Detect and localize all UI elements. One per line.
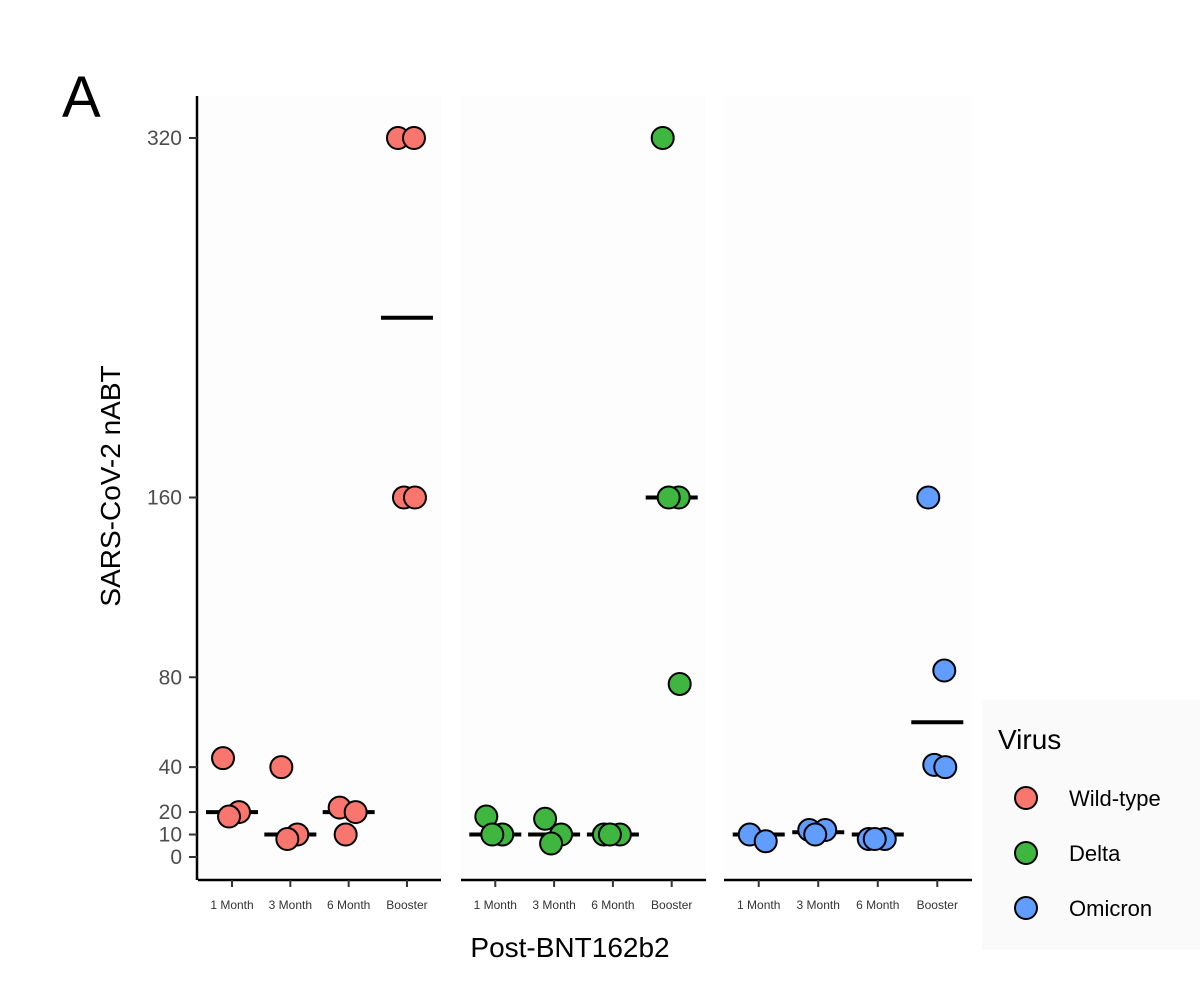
legend: Virus Wild-type Delta Omicron bbox=[982, 700, 1200, 950]
facet-panels: 1 Month 3 Month 6 Month Booster 1 Month 3 Mon… bbox=[198, 96, 972, 912]
x-tick-label: 6 Month bbox=[591, 898, 634, 912]
data-point bbox=[667, 671, 692, 696]
x-tick-label: 3 Month bbox=[269, 898, 312, 912]
y-tick-label: 20 bbox=[159, 801, 182, 824]
x-tick-label: 1 Month bbox=[737, 898, 780, 912]
facet-wild-type: 1 Month 3 Month 6 Month Booster bbox=[198, 96, 441, 912]
legend-label: Delta bbox=[1069, 841, 1121, 866]
data-point bbox=[211, 746, 236, 771]
y-tick-label: 10 bbox=[159, 824, 182, 847]
data-point bbox=[933, 755, 958, 780]
data-point bbox=[656, 485, 681, 510]
y-tick-label: 40 bbox=[159, 756, 182, 779]
data-point bbox=[269, 755, 294, 780]
x-tick-label: 1 Month bbox=[474, 898, 517, 912]
facet-omicron: 1 Month 3 Month 6 Month Booster bbox=[724, 96, 972, 912]
data-point bbox=[402, 485, 427, 510]
x-tick-label: 6 Month bbox=[856, 898, 899, 912]
legend-key bbox=[1014, 896, 1038, 920]
x-tick-label: Booster bbox=[917, 898, 958, 912]
data-point bbox=[539, 831, 564, 856]
y-tick-label: 80 bbox=[159, 666, 182, 689]
legend-title: Virus bbox=[998, 724, 1061, 755]
data-point bbox=[650, 126, 675, 150]
data-point bbox=[343, 800, 368, 825]
data-point bbox=[401, 126, 426, 150]
data-point bbox=[597, 822, 622, 847]
data-point bbox=[862, 827, 887, 852]
y-axis-title: SARS-CoV-2 nABT bbox=[95, 365, 126, 606]
x-tick-label: 3 Month bbox=[797, 898, 840, 912]
panel-label: A bbox=[62, 65, 101, 130]
legend-items: Wild-type Delta Omicron bbox=[1014, 786, 1161, 921]
legend-key bbox=[1014, 841, 1038, 865]
data-point bbox=[480, 822, 505, 847]
facet-delta: 1 Month 3 Month 6 Month Booster bbox=[461, 96, 706, 912]
x-tick-label: 1 Month bbox=[210, 898, 253, 912]
x-tick-label: Booster bbox=[386, 898, 427, 912]
data-point bbox=[275, 827, 300, 852]
data-point bbox=[753, 829, 778, 854]
data-point bbox=[217, 804, 242, 829]
data-point bbox=[803, 822, 828, 847]
y-tick-label: 160 bbox=[147, 487, 182, 510]
data-point bbox=[533, 806, 558, 831]
x-tick-label: 3 Month bbox=[532, 898, 575, 912]
legend-key bbox=[1014, 786, 1038, 810]
data-point bbox=[916, 485, 941, 510]
y-tick-label: 0 bbox=[170, 846, 182, 869]
legend-label: Wild-type bbox=[1069, 786, 1161, 811]
data-point bbox=[932, 658, 957, 683]
legend-label: Omicron bbox=[1069, 896, 1152, 921]
x-tick-label: 6 Month bbox=[327, 898, 370, 912]
x-tick-label: Booster bbox=[651, 898, 692, 912]
y-tick-label: 320 bbox=[147, 127, 182, 150]
data-point bbox=[333, 822, 358, 847]
x-axis-title: Post-BNT162b2 bbox=[470, 932, 669, 963]
